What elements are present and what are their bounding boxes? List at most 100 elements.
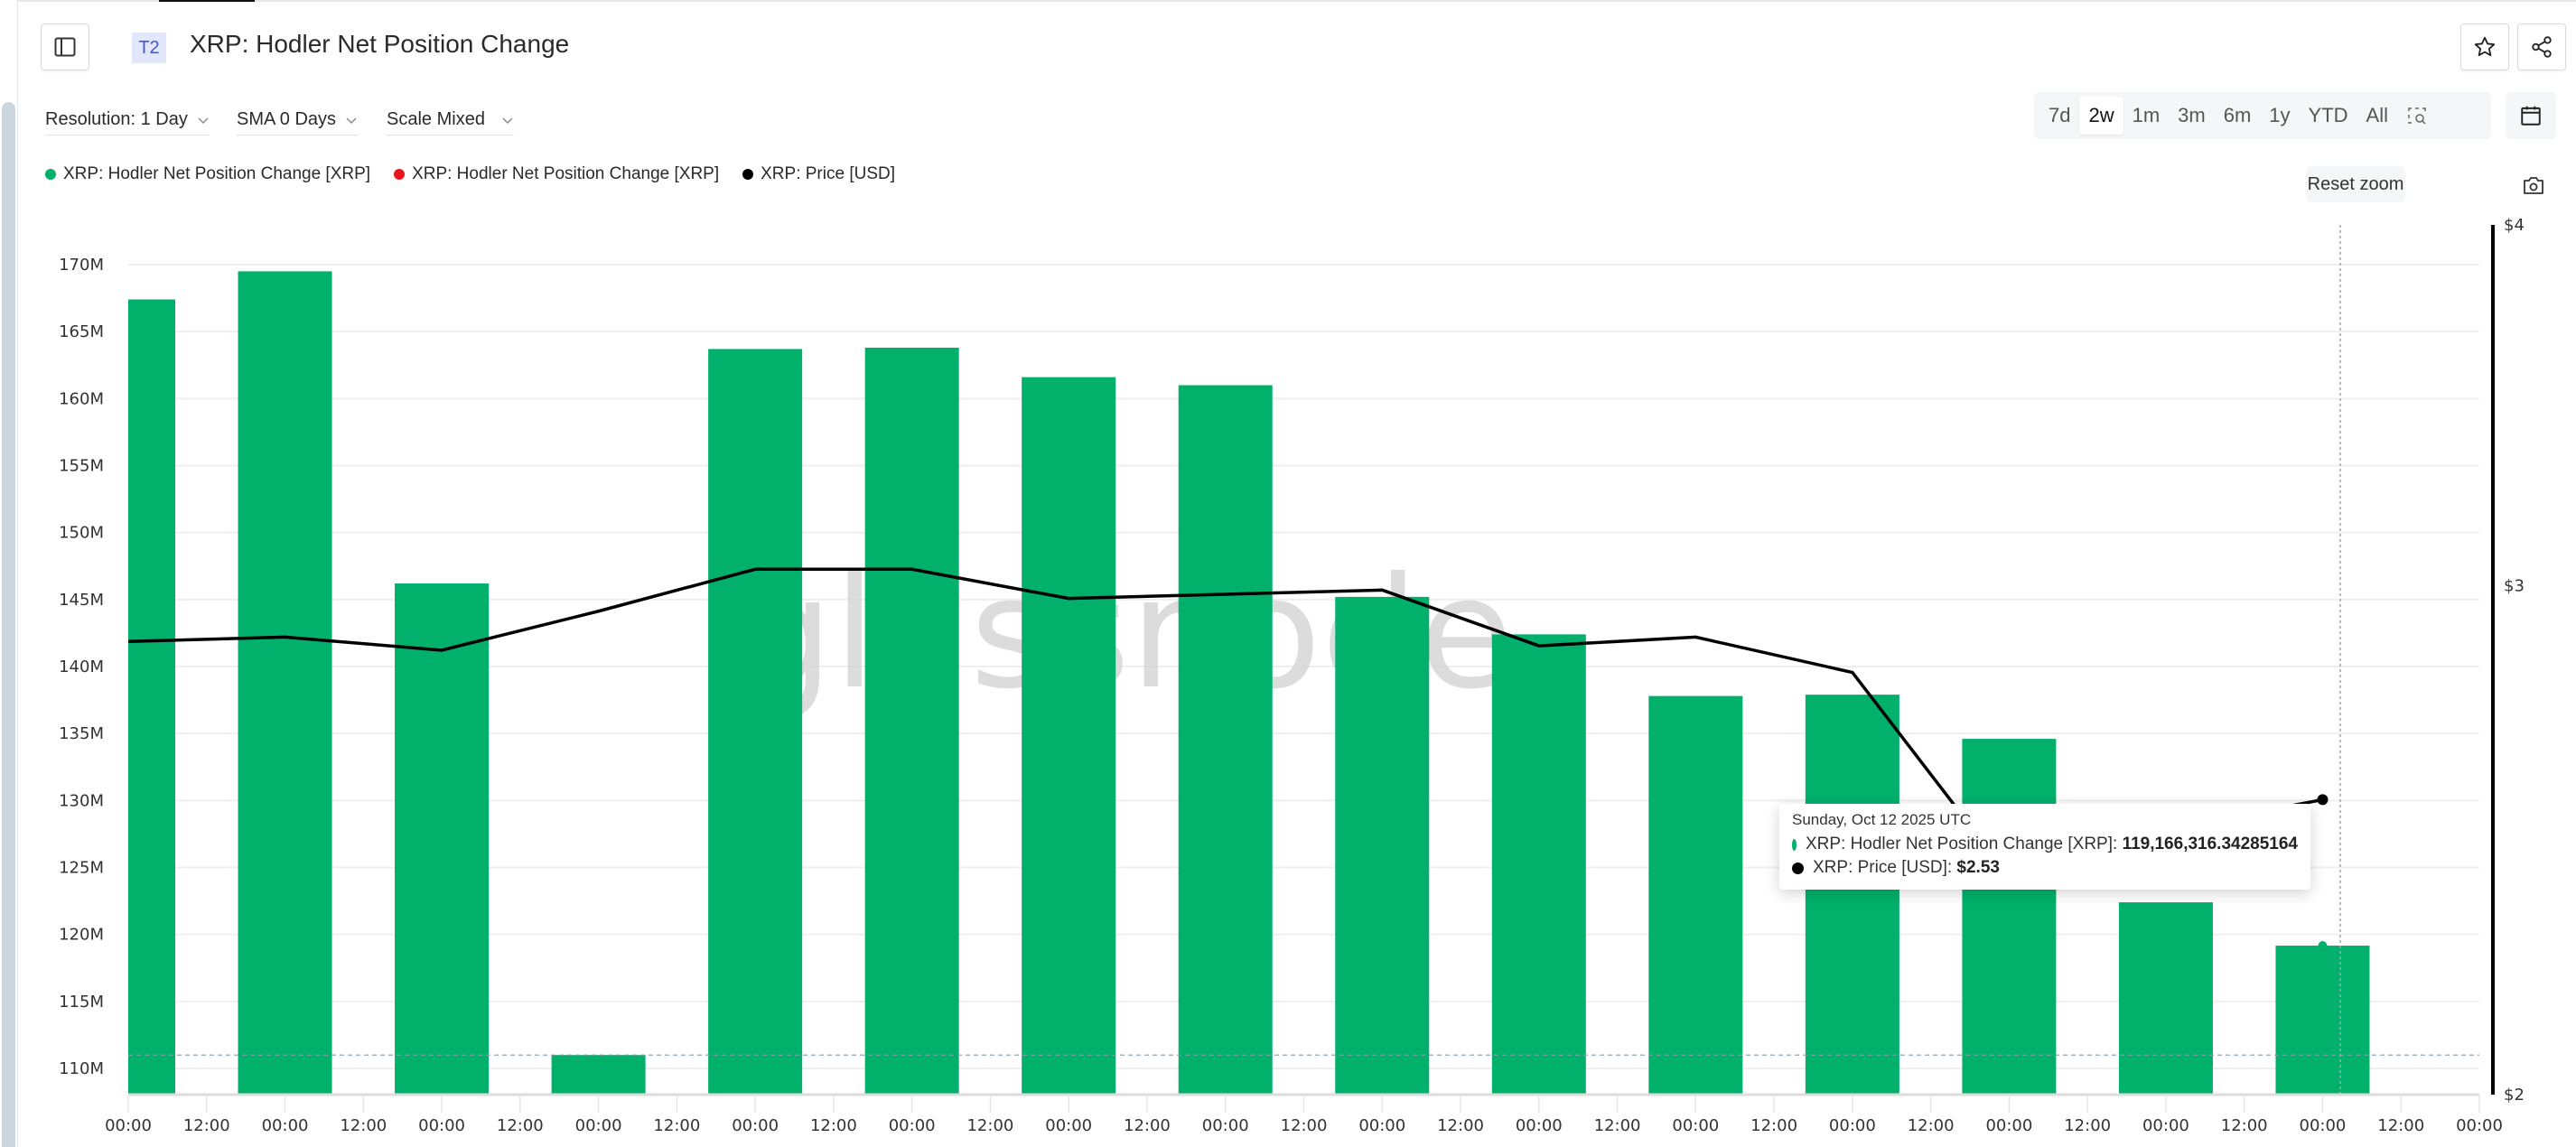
legend-label: XRP: Hodler Net Position Change [XRP] (63, 164, 371, 183)
x-tick-label: 00:00 (889, 1116, 936, 1135)
chevron-down-icon (198, 117, 209, 124)
bar[interactable] (1335, 596, 1430, 1095)
x-tick-label: 00:00 (1516, 1116, 1563, 1135)
range-ytd[interactable]: YTD (2308, 104, 2348, 126)
bar[interactable] (128, 299, 175, 1096)
zoom-select-button[interactable] (2397, 97, 2437, 135)
sma-label: SMA 0 Days (237, 109, 337, 129)
range-1y[interactable]: 1y (2269, 104, 2291, 126)
bar[interactable] (395, 583, 490, 1095)
x-tick-label: 12:00 (2377, 1116, 2424, 1135)
scale-dropdown[interactable]: Scale Mixed (387, 105, 514, 135)
bar-hover-point (2318, 941, 2328, 951)
x-tick-label: 00:00 (2456, 1116, 2503, 1135)
x-tick-label: 00:00 (105, 1116, 152, 1135)
x-tick-label: 12:00 (340, 1116, 387, 1135)
x-tick-label: 12:00 (2221, 1116, 2268, 1135)
chevron-down-icon (502, 117, 513, 124)
bar[interactable] (1648, 695, 1743, 1095)
x-tick-label: 12:00 (1908, 1116, 1955, 1135)
range-6m[interactable]: 6m (2223, 104, 2252, 126)
y-left-tick: 165M (59, 322, 104, 341)
screenshot-button[interactable] (2520, 172, 2547, 199)
scrollbar-thumb[interactable] (2, 102, 15, 1147)
sidebar-panel-icon (54, 37, 76, 57)
chart-tier-badge: T2 (132, 33, 166, 63)
left-scrollbar[interactable] (0, 0, 18, 1147)
y-left-tick: 130M (59, 791, 104, 810)
legend-item-net-position-negative[interactable]: XRP: Hodler Net Position Change [XRP] (394, 164, 719, 184)
x-tick-label: 00:00 (1202, 1116, 1249, 1135)
star-icon (2474, 36, 2496, 57)
x-tick-label: 12:00 (1281, 1116, 1328, 1135)
tooltip-value: 119,166,316.34285164 (2122, 835, 2298, 853)
legend-item-price[interactable]: XRP: Price [USD] (742, 164, 895, 184)
page-title: XRP: Hodler Net Position Change (190, 30, 570, 58)
resolution-dropdown[interactable]: Resolution: 1 Day (45, 105, 210, 135)
top-border (0, 0, 2576, 2)
x-tick-label: 00:00 (1045, 1116, 1092, 1135)
sma-dropdown[interactable]: SMA 0 Days (237, 105, 359, 135)
y-left-tick: 155M (59, 457, 104, 476)
tooltip-date: Sunday, Oct 12 2025 UTC (1792, 811, 1972, 828)
x-tick-label: 00:00 (1829, 1116, 1876, 1135)
range-7d[interactable]: 7d (2049, 104, 2071, 126)
bar[interactable] (1962, 739, 2057, 1095)
share-button[interactable] (2517, 23, 2566, 70)
x-tick-label: 12:00 (183, 1116, 230, 1135)
x-tick-label: 00:00 (575, 1116, 622, 1135)
legend-item-net-position-positive[interactable]: XRP: Hodler Net Position Change [XRP] (45, 164, 370, 184)
bar[interactable] (1491, 634, 1586, 1095)
x-tick-label: 12:00 (497, 1116, 544, 1135)
range-1m[interactable]: 1m (2132, 104, 2161, 126)
range-3m[interactable]: 3m (2178, 104, 2206, 126)
chart-legend: XRP: Hodler Net Position Change [XRP] XR… (45, 164, 895, 184)
reset-zoom-button[interactable]: Reset zoom (2306, 166, 2405, 202)
legend-dot-black (742, 169, 754, 180)
range-2w[interactable]: 2w (2079, 97, 2123, 135)
legend-label: XRP: Price [USD] (761, 164, 895, 183)
active-tab-indicator (159, 0, 255, 2)
tooltip-dot-black (1792, 862, 1804, 874)
x-tick-label: 12:00 (653, 1116, 700, 1135)
resolution-label: Resolution: 1 Day (45, 109, 188, 129)
range-all[interactable]: All (2366, 104, 2388, 126)
y-left-tick: 150M (59, 524, 104, 543)
chart-tooltip: Sunday, Oct 12 2025 UTC XRP: Hodler Net … (1779, 804, 2310, 890)
x-tick-label: 00:00 (262, 1116, 309, 1135)
bar[interactable] (864, 347, 959, 1095)
favorite-button[interactable] (2460, 23, 2509, 70)
bar[interactable] (238, 271, 332, 1096)
sidebar-toggle-button[interactable] (41, 23, 89, 70)
y-left-tick: 115M (59, 993, 104, 1012)
y-left-tick: 125M (59, 859, 104, 878)
legend-label: XRP: Hodler Net Position Change [XRP] (412, 164, 720, 183)
bar[interactable] (708, 349, 803, 1095)
y-left-tick: 170M (59, 256, 104, 275)
time-range-selector: 7d 2w 1m 3m 6m 1y YTD All (2034, 92, 2491, 139)
bar[interactable] (2118, 902, 2213, 1095)
tooltip-value: $2.53 (1956, 858, 2000, 877)
bar[interactable] (1022, 377, 1116, 1096)
bar[interactable] (1178, 385, 1273, 1096)
x-tick-label: 12:00 (1437, 1116, 1484, 1135)
bar[interactable] (1805, 695, 1899, 1095)
y-left-tick: 110M (59, 1059, 104, 1078)
chevron-down-icon (346, 117, 357, 124)
tooltip-row-net-position: XRP: Hodler Net Position Change [XRP]: 1… (1792, 835, 2298, 854)
camera-icon (2524, 177, 2543, 194)
x-tick-label: 00:00 (1985, 1116, 2032, 1135)
bar[interactable] (551, 1055, 646, 1095)
x-tick-label: 00:00 (418, 1116, 465, 1135)
bar[interactable] (2275, 946, 2370, 1095)
x-tick-label: 00:00 (1358, 1116, 1405, 1135)
y-left-tick: 140M (59, 657, 104, 676)
zoom-region-icon (2408, 107, 2426, 125)
y-left-tick: 160M (59, 389, 104, 408)
date-picker-button[interactable] (2506, 92, 2556, 139)
x-tick-label: 12:00 (966, 1116, 1013, 1135)
x-tick-label: 00:00 (2142, 1116, 2189, 1135)
y-left-tick: 135M (59, 724, 104, 743)
